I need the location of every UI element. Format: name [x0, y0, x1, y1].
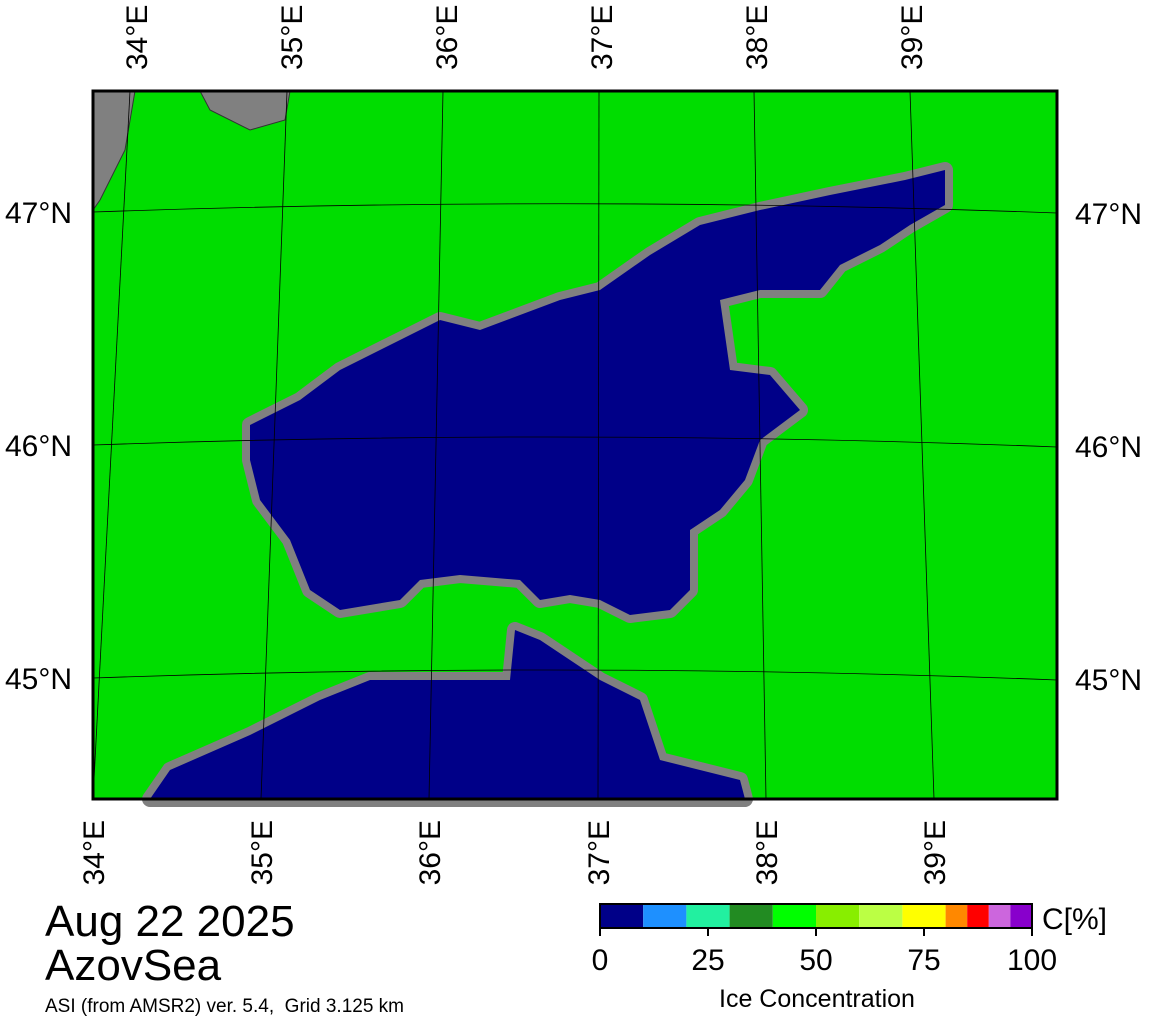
meridian — [597, 90, 600, 800]
colorbar-segment — [816, 904, 860, 928]
map — [91, 89, 1059, 807]
lon-label-top: 39°E — [896, 5, 929, 70]
lat-label-left: 46°N — [5, 430, 72, 463]
black-sea — [142, 622, 753, 807]
meridian — [753, 90, 767, 800]
colorbar-segment — [988, 904, 1011, 928]
colorbar-segment — [859, 904, 903, 928]
lon-label-top: 37°E — [586, 5, 619, 70]
colorbar: 0 25 50 75 100 — [592, 903, 1057, 977]
colorbar-tick-label: 0 — [592, 944, 609, 977]
map-frame — [91, 89, 1059, 801]
colorbar-tick-label: 50 — [799, 944, 832, 977]
date: Aug 22 2025 — [45, 897, 295, 946]
lon-label-bottom: 36°E — [414, 820, 447, 885]
lon-label-top: 38°E — [741, 5, 774, 70]
colorbar-segment — [600, 904, 644, 928]
colorbar-segment — [1010, 904, 1032, 928]
colorbar-tick-label: 25 — [691, 944, 724, 977]
lon-label-bottom: 34°E — [78, 820, 111, 885]
colorbar-segment — [967, 904, 989, 928]
graticule — [92, 90, 1058, 800]
colorbar-segment — [945, 904, 968, 928]
colorbar-tick-label: 75 — [907, 944, 940, 977]
graticule-labels: 34°E 35°E 36°E 37°E 38°E 39°E 34°E 35°E … — [5, 5, 1142, 886]
lat-label-right: 47°N — [1075, 198, 1142, 231]
colorbar-segment — [729, 904, 773, 928]
colorbar-segment — [772, 904, 816, 928]
colorbar-unit: C[%] — [1042, 903, 1107, 936]
colorbar-segment — [686, 904, 730, 928]
lon-label-bottom: 39°E — [919, 820, 952, 885]
lon-label-top: 34°E — [121, 5, 154, 70]
lon-label-top: 35°E — [276, 5, 309, 70]
lon-label-top: 36°E — [431, 5, 464, 70]
meridian — [909, 90, 935, 800]
lat-label-left: 47°N — [5, 197, 72, 230]
lat-label-right: 46°N — [1075, 431, 1142, 464]
region: AzovSea — [45, 941, 222, 990]
colorbar-segment — [902, 904, 946, 928]
parallel — [92, 669, 1058, 681]
lon-label-bottom: 37°E — [583, 820, 616, 885]
azov-sea — [242, 162, 953, 623]
lon-label-bottom: 35°E — [246, 820, 279, 885]
colorbar-segment — [643, 904, 687, 928]
colorbar-tick-label: 100 — [1007, 944, 1057, 977]
source: ASI (from AMSR2) ver. 5.4, Grid 3.125 km — [45, 996, 404, 1017]
parallel — [92, 203, 1058, 214]
meridian — [428, 90, 444, 800]
colorbar-title: Ice Concentration — [719, 985, 915, 1013]
lat-label-left: 45°N — [5, 663, 72, 696]
meridian — [92, 90, 131, 800]
parallel — [92, 436, 1058, 448]
lat-label-right: 45°N — [1075, 664, 1142, 697]
meridian — [260, 90, 288, 800]
lon-label-bottom: 38°E — [751, 820, 784, 885]
